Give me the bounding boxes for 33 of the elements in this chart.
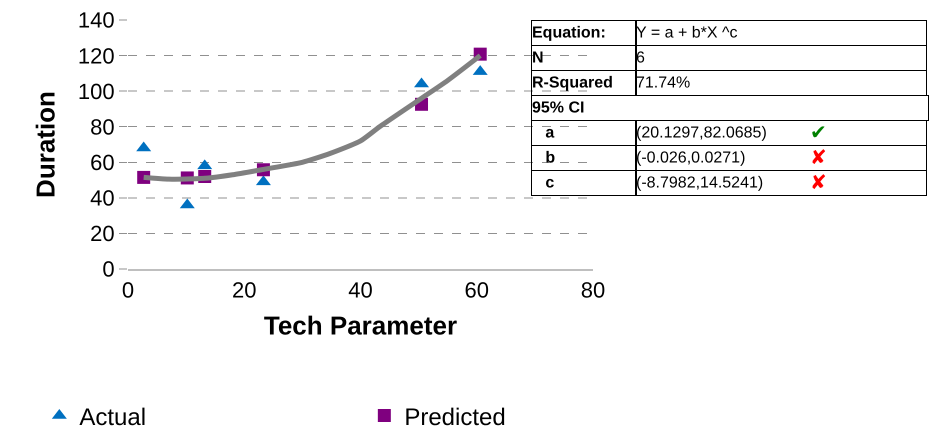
y-axis-title: Duration — [30, 91, 60, 198]
legend-label: Actual — [79, 404, 146, 431]
text: ✘ — [810, 145, 827, 169]
x-tick-label: 80 — [580, 277, 606, 302]
y-tick-label: 40 — [90, 186, 115, 211]
x-tick-label: 0 — [122, 277, 134, 302]
text: 6 — [636, 49, 645, 66]
text: Y = a + b*X ^c — [636, 24, 738, 42]
annotation: Equation: — [532, 24, 606, 42]
annotation: N — [532, 49, 544, 66]
y-tick-label: 120 — [78, 43, 115, 68]
y-tick-label: 60 — [90, 150, 115, 175]
text: ✔ — [810, 120, 827, 144]
text: (20.1297,82.0685) — [636, 124, 767, 142]
annotation: 95% CI — [532, 99, 584, 116]
annotation: b — [545, 149, 556, 166]
y-tick-label: 140 — [78, 8, 115, 33]
annotation: R-Squared — [532, 74, 613, 92]
text: (-0.026,0.0271) — [636, 149, 746, 166]
x-tick-label: 60 — [464, 277, 489, 302]
annotation: a — [545, 124, 554, 142]
text: ✘ — [810, 170, 827, 194]
y-tick-label: 0 — [102, 256, 115, 282]
x-axis-title: Tech Parameter — [264, 310, 458, 341]
text: (-8.7982,14.5241) — [636, 174, 764, 192]
x-tick-label: 20 — [232, 277, 256, 302]
annotation: c — [545, 174, 554, 192]
y-tick-label: 20 — [90, 221, 115, 246]
legend-label: Predicted — [404, 404, 506, 431]
y-tick-label: 100 — [78, 78, 115, 104]
y-tick-label: 80 — [90, 114, 115, 140]
x-tick-label: 40 — [348, 277, 373, 302]
text: 71.74% — [636, 74, 690, 92]
